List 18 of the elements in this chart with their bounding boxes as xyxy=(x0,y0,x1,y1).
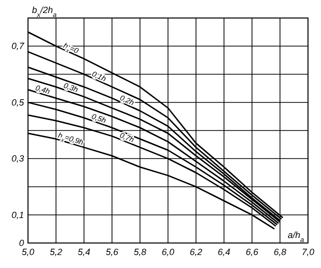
y-axis-title: b$_{x}$/2h$_{a}$ xyxy=(32,5,57,18)
x-tick-label: 7,0 xyxy=(302,247,314,257)
x-tick-label: 6,4 xyxy=(218,247,230,257)
y-tick-label: 0,3 xyxy=(11,154,24,164)
y-tick-label: 0,5 xyxy=(11,97,25,108)
y-tick-label: 0,7 xyxy=(11,41,25,52)
x-tick-label: 6,8 xyxy=(274,247,286,257)
x-tick-label: 5,2 xyxy=(50,247,62,257)
x-tick-label: 6,6 xyxy=(246,247,258,257)
x-tick-label: 6,2 xyxy=(190,247,202,257)
x-tick-label: 5,6 xyxy=(106,247,118,257)
x-tick-label: 5,0 xyxy=(22,247,34,257)
y-tick-label: 0,1 xyxy=(11,210,24,220)
x-axis-title: a/h$_{a}$ xyxy=(288,230,304,244)
x-tick-label: 6,0 xyxy=(162,247,174,257)
y-tick-label: 0 xyxy=(18,238,24,248)
x-tick-label: 5,8 xyxy=(134,247,146,257)
x-tick-label: 5,4 xyxy=(78,247,90,257)
